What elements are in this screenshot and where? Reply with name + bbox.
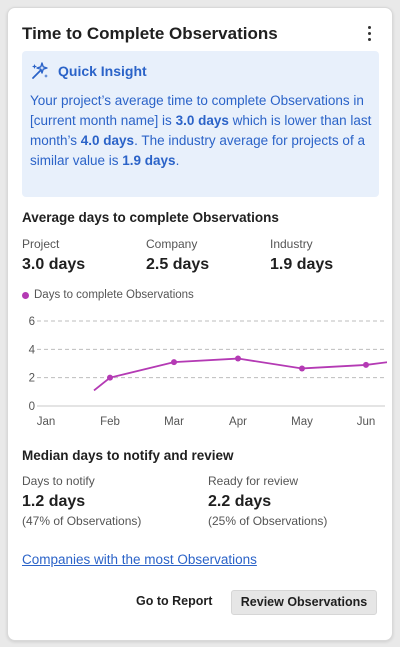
- data-point: [171, 359, 177, 366]
- card-title: Time to Complete Observations: [22, 24, 278, 43]
- stat-value-industry: 1.9 days: [270, 256, 334, 273]
- series-line: [93, 357, 387, 392]
- line-chart: 0 2 4 6 Jan Feb Mar Apr May Jun: [29, 316, 387, 428]
- insight-text-part: which is lower than last month’s: [30, 113, 372, 148]
- insight-project-value: 3.0 days: [175, 113, 229, 128]
- insight-text-part: .: [175, 153, 180, 168]
- stat-label-company: Company: [146, 237, 198, 251]
- data-point: [235, 355, 241, 362]
- stat-label-project: Project: [22, 237, 60, 251]
- stat-value-notify: 1.2 days: [22, 493, 86, 510]
- median-section-title: Median days to notify and review: [22, 448, 234, 463]
- quick-insight-header: Quick Insight: [30, 61, 147, 81]
- legend-dot: [22, 291, 29, 299]
- y-tick-label: 2: [29, 373, 35, 385]
- stat-label-notify: Days to notify: [22, 474, 95, 488]
- y-tick-label: 0: [29, 401, 35, 413]
- insight-industry-value: 1.9 days: [122, 153, 176, 168]
- insight-text-part: . The industry average for projects of a…: [30, 133, 365, 168]
- stat-sub-notify: (47% of Observations): [22, 514, 142, 528]
- quick-insight-title: Quick Insight: [58, 63, 147, 79]
- stat-value-review: 2.2 days: [208, 493, 272, 510]
- insight-text-part: Your project’s average time to complete …: [30, 93, 364, 128]
- y-tick-label: 4: [29, 344, 36, 356]
- chart-legend: Days to complete Observations: [22, 289, 194, 301]
- sparkles-icon: [32, 62, 48, 79]
- x-tick-label: Apr: [229, 416, 247, 428]
- stat-value-project: 3.0 days: [22, 256, 86, 273]
- data-point: [363, 361, 369, 368]
- x-tick-label: May: [291, 416, 313, 428]
- observations-card: Time to Complete Observations Quick Insi…: [7, 7, 393, 641]
- review-observations-button[interactable]: Review Observations: [231, 590, 377, 615]
- quick-insight-panel: Quick Insight Your project’s average tim…: [22, 51, 379, 197]
- x-tick-label: Jun: [357, 416, 376, 428]
- go-to-report-button[interactable]: Go to Report: [136, 594, 213, 608]
- x-tick-label: Feb: [100, 416, 120, 428]
- x-tick-label: Mar: [164, 416, 184, 428]
- y-tick-label: 6: [29, 316, 35, 328]
- quick-insight-text: Your project’s average time to complete …: [30, 91, 375, 171]
- legend-label: Days to complete Observations: [34, 289, 194, 301]
- more-options-icon[interactable]: [366, 26, 372, 42]
- stat-label-industry: Industry: [270, 237, 313, 251]
- x-tick-label: Jan: [37, 416, 56, 428]
- stat-sub-review: (25% of Observations): [208, 514, 328, 528]
- data-point: [299, 365, 305, 372]
- insight-last-month-value: 4.0 days: [80, 133, 135, 148]
- stat-value-company: 2.5 days: [146, 256, 210, 273]
- stat-label-review: Ready for review: [208, 474, 299, 488]
- average-section-title: Average days to complete Observations: [22, 210, 279, 225]
- companies-link[interactable]: Companies with the most Observations: [22, 552, 257, 567]
- data-point: [107, 374, 113, 381]
